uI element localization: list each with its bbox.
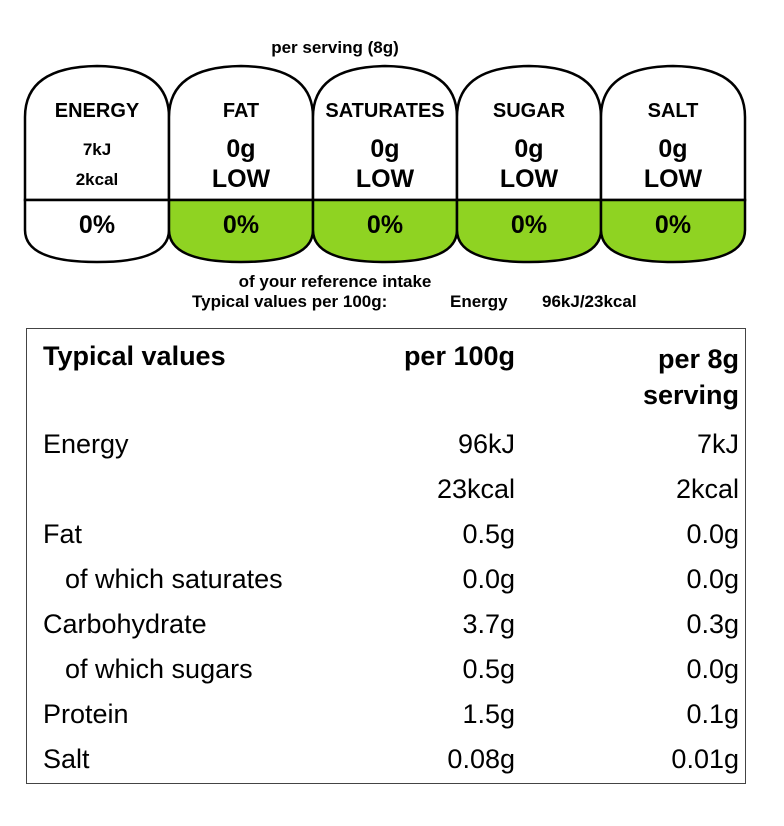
row-label: Fat — [43, 519, 83, 549]
typical-values-label: Typical values per 100g: — [192, 292, 388, 311]
header-per-serving-line1: per 8g — [657, 344, 739, 374]
row-per-100g: 0.5g — [462, 654, 515, 684]
gda-percent-fat: 0% — [223, 211, 259, 239]
row-label: of which sugars — [65, 654, 253, 684]
row-label: of which saturates — [65, 564, 283, 594]
row-per-100g: 3.7g — [462, 609, 515, 639]
header-per-serving: per 8g serving — [643, 341, 739, 413]
table-row: 23kcal 2kcal — [27, 474, 745, 514]
gda-cell-saturates: SATURATES 0g LOW 0% — [311, 64, 459, 264]
row-per-serving: 0.0g — [686, 654, 739, 684]
table-row: Energy 96kJ 7kJ — [27, 429, 745, 469]
gda-value-energy-kj: 7kJ — [83, 140, 111, 159]
row-per-serving: 0.01g — [671, 744, 739, 774]
gda-percent-energy: 0% — [79, 211, 115, 239]
gda-level-salt: LOW — [644, 165, 703, 193]
row-per-100g: 0.08g — [447, 744, 515, 774]
row-label: Salt — [43, 744, 90, 774]
gda-value-fat: 0g — [226, 135, 255, 163]
gda-percent-sugar: 0% — [511, 211, 547, 239]
serving-size-header: per serving (8g) — [271, 38, 399, 57]
reference-intake-caption: of your reference intake — [238, 272, 432, 291]
typical-values-summary: Typical values per 100g: Energy 96kJ/23kca… — [192, 292, 637, 312]
gda-name-saturates: SATURATES — [325, 100, 444, 122]
gda-level-sugar: LOW — [500, 165, 559, 193]
row-per-100g: 96kJ — [457, 429, 515, 459]
gda-name-fat: FAT — [223, 100, 259, 122]
table-row: Fat 0.5g 0.0g — [27, 519, 745, 559]
row-per-serving: 0.0g — [686, 564, 739, 594]
row-per-100g: 23kcal — [436, 474, 515, 504]
gda-name-energy: ENERGY — [55, 100, 140, 122]
table-row: Protein 1.5g 0.1g — [27, 699, 745, 739]
row-per-serving: 2kcal — [675, 474, 739, 504]
table-row: of which saturates 0.0g 0.0g — [27, 564, 745, 604]
gda-value-salt: 0g — [658, 135, 687, 163]
row-per-serving: 0.0g — [686, 519, 739, 549]
row-per-100g: 0.0g — [462, 564, 515, 594]
gda-percent-salt: 0% — [655, 211, 691, 239]
table-row: Salt 0.08g 0.01g — [27, 744, 745, 784]
header-per-100g: per 100g — [403, 341, 515, 371]
table-row: Carbohydrate 3.7g 0.3g — [27, 609, 745, 649]
row-per-serving: 0.3g — [686, 609, 739, 639]
typical-energy-label: Energy — [450, 292, 508, 311]
row-label: Protein — [43, 699, 129, 729]
gda-name-sugar: SUGAR — [493, 100, 566, 122]
gda-level-saturates: LOW — [356, 165, 415, 193]
row-per-100g: 1.5g — [462, 699, 515, 729]
header-typical-values: Typical values — [43, 341, 226, 371]
gda-cell-energy: ENERGY 7kJ 2kcal 0% — [23, 64, 171, 264]
row-label: Energy — [43, 429, 129, 459]
gda-label-strip: ENERGY 7kJ 2kcal 0% FAT 0g LOW 0% SATURA… — [23, 64, 747, 264]
gda-value-sugar: 0g — [514, 135, 543, 163]
gda-cell-salt: SALT 0g LOW 0% — [599, 64, 747, 264]
row-per-serving: 0.1g — [686, 699, 739, 729]
table-header-row: Typical values per 100g per 8g serving — [27, 341, 745, 410]
nutrition-table: Typical values per 100g per 8g serving E… — [26, 328, 746, 784]
header-per-serving-line2: serving — [642, 380, 739, 410]
gda-cell-fat: FAT 0g LOW 0% — [167, 64, 315, 264]
gda-level-fat: LOW — [212, 165, 271, 193]
typical-energy-value: 96kJ/23kcal — [542, 292, 637, 311]
table-row: of which sugars 0.5g 0.0g — [27, 654, 745, 694]
gda-value-saturates: 0g — [370, 135, 399, 163]
row-per-serving: 7kJ — [696, 429, 739, 459]
gda-value-energy-kcal: 2kcal — [76, 170, 119, 189]
gda-name-salt: SALT — [648, 100, 699, 122]
row-label: Carbohydrate — [43, 609, 207, 639]
gda-cell-sugar: SUGAR 0g LOW 0% — [455, 64, 603, 264]
row-per-100g: 0.5g — [462, 519, 515, 549]
gda-percent-saturates: 0% — [367, 211, 403, 239]
